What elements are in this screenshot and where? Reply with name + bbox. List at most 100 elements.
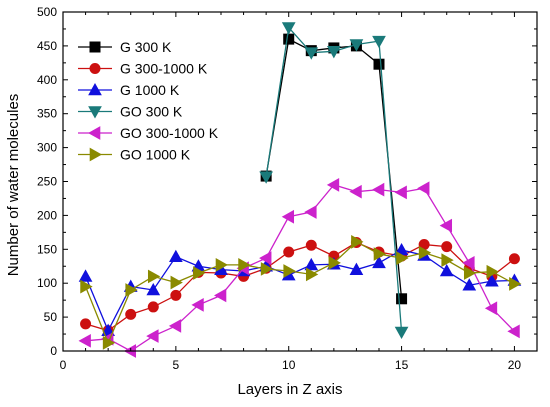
y-tick-label: 100 xyxy=(37,276,57,290)
y-tick-label: 150 xyxy=(37,242,57,256)
y-axis-title: Number of water molecules xyxy=(5,94,22,277)
data-point xyxy=(418,245,432,260)
data-point xyxy=(146,329,159,343)
data-point xyxy=(259,251,272,265)
series-1 xyxy=(80,237,520,337)
data-point xyxy=(193,266,206,280)
data-point xyxy=(283,264,296,278)
data-point xyxy=(147,269,161,284)
data-point xyxy=(441,241,453,253)
series-line xyxy=(85,241,515,332)
data-point xyxy=(326,178,340,192)
data-point xyxy=(304,47,319,60)
data-point xyxy=(125,283,138,297)
data-point xyxy=(238,258,251,272)
data-point xyxy=(78,269,93,282)
legend-entry: G 300 K xyxy=(78,39,172,55)
y-tick-label: 250 xyxy=(37,175,57,189)
data-point xyxy=(305,239,317,251)
series-5 xyxy=(80,234,522,350)
data-point xyxy=(305,267,319,282)
data-point xyxy=(462,256,475,270)
data-point xyxy=(372,255,386,269)
x-tick-label: 0 xyxy=(60,358,67,372)
series-line xyxy=(84,249,515,333)
data-point xyxy=(509,277,522,291)
data-point xyxy=(486,264,499,279)
series-layer xyxy=(78,22,522,358)
data-point xyxy=(170,289,182,301)
series-4 xyxy=(78,178,520,358)
y-tick-label: 350 xyxy=(37,107,57,121)
x-tick-label: 5 xyxy=(173,358,180,372)
data-point xyxy=(327,46,341,59)
data-point xyxy=(215,258,229,272)
legend-label: G 1000 K xyxy=(120,82,180,98)
legend-label: G 300-1000 K xyxy=(120,61,208,77)
legend-label: G 300 K xyxy=(120,39,172,55)
data-point xyxy=(125,308,137,320)
data-point xyxy=(396,293,408,305)
legend-marker xyxy=(87,126,101,140)
data-point xyxy=(439,263,454,277)
legend-marker xyxy=(89,63,101,74)
y-tick-label: 200 xyxy=(37,208,57,222)
data-point xyxy=(371,182,385,197)
data-point xyxy=(349,184,362,199)
legend-entry: GO 300-1000 K xyxy=(78,125,219,141)
data-point xyxy=(191,298,204,312)
data-point xyxy=(283,33,295,45)
y-tick-label: 500 xyxy=(37,5,57,19)
y-tick-label: 0 xyxy=(50,344,57,358)
legend-entry: G 1000 K xyxy=(78,82,180,98)
data-point xyxy=(80,318,92,330)
legend-entry: G 300-1000 K xyxy=(78,61,208,77)
data-point xyxy=(146,282,161,296)
data-point xyxy=(394,185,407,200)
legend: G 300 K G 300-1000 K G 1000 K GO 300 K GO 30… xyxy=(78,39,219,163)
data-point xyxy=(351,234,364,249)
legend-marker xyxy=(88,82,102,96)
series-line xyxy=(85,184,515,352)
data-point xyxy=(417,181,430,196)
legend-marker xyxy=(89,41,101,53)
legend-entry: GO 300 K xyxy=(78,104,183,120)
data-point xyxy=(508,253,520,265)
data-point xyxy=(394,326,409,340)
y-tick-label: 50 xyxy=(44,310,58,324)
data-point xyxy=(170,275,183,290)
data-point xyxy=(463,266,477,280)
data-point xyxy=(462,278,477,291)
legend-marker xyxy=(89,147,103,162)
data-point xyxy=(213,288,227,303)
data-point xyxy=(328,256,341,270)
legend-label: GO 1000 K xyxy=(120,147,191,163)
data-point xyxy=(260,262,274,276)
data-point xyxy=(147,301,159,313)
data-point xyxy=(441,253,454,267)
data-point xyxy=(484,301,498,316)
data-point xyxy=(259,171,273,184)
data-point xyxy=(349,262,364,275)
x-tick-label: 10 xyxy=(282,358,296,372)
data-point xyxy=(80,279,93,294)
data-point xyxy=(168,319,182,333)
data-point xyxy=(507,324,520,339)
y-tick-label: 400 xyxy=(37,73,57,87)
data-point xyxy=(102,336,116,350)
data-point xyxy=(439,218,453,233)
legend-marker xyxy=(88,106,102,119)
data-point xyxy=(281,22,296,35)
data-point xyxy=(304,257,319,271)
legend-label: GO 300-1000 K xyxy=(120,125,219,141)
y-tick-label: 300 xyxy=(37,141,57,155)
data-point xyxy=(169,249,183,263)
series-3 xyxy=(259,22,409,340)
data-point xyxy=(396,251,409,265)
data-point xyxy=(372,35,386,49)
x-axis-title: Layers in Z axis xyxy=(237,381,342,398)
series-2 xyxy=(78,242,522,336)
series-line xyxy=(265,26,403,333)
